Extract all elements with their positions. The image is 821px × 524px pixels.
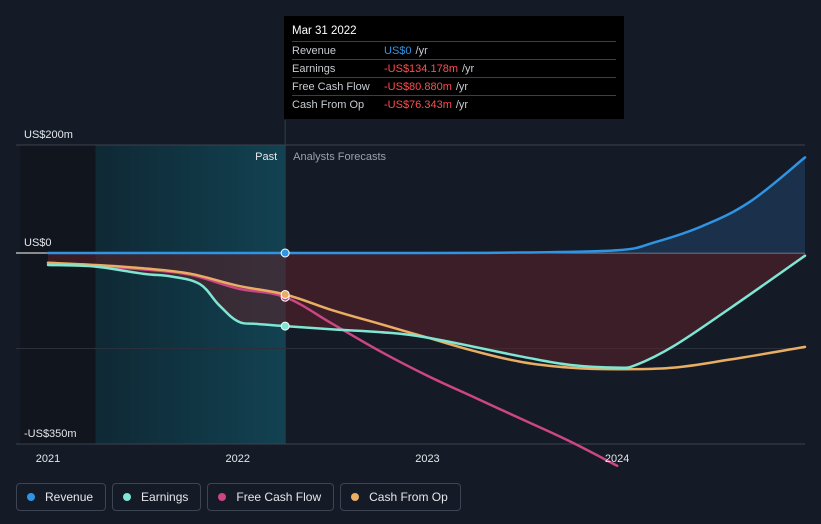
pre-period-band [20,145,96,444]
legend-label: Free Cash Flow [236,490,322,504]
forecast-label: Analysts Forecasts [293,151,386,163]
tooltip-value: -US$76.343m [384,98,452,111]
legend-item-revenue[interactable]: Revenue [16,483,107,511]
x-tick-label: 2021 [36,453,60,465]
cash-from-op-dot-icon [351,493,360,501]
x-tick-label: 2022 [225,453,249,465]
tooltip-unit: /yr [455,80,469,93]
tooltip-row-cash-from-op: Cash From Op -US$76.343m /yr [292,96,616,113]
tooltip-row-revenue: Revenue US$0 /yr [292,42,616,60]
legend-label: Revenue [45,490,94,504]
legend-item-free-cash-flow[interactable]: Free Cash Flow [207,483,335,511]
legend-label: Cash From Op [369,490,448,504]
tooltip-label: Cash From Op [292,98,365,111]
tooltip-unit: /yr [415,44,428,57]
earnings-dot-icon [123,493,132,501]
legend: Revenue Earnings Free Cash Flow Cash Fro… [16,483,461,511]
free-cash-flow-dot-icon [218,493,227,501]
legend-item-earnings[interactable]: Earnings [112,483,202,511]
tooltip-value: -US$134.178m [384,62,458,75]
cash-from-op-marker [280,289,290,299]
earnings-area [48,253,805,368]
earnings-marker [280,321,290,331]
hover-tooltip: Mar 31 2022 Revenue US$0 /yr Earnings -U… [284,16,624,119]
tooltip-date: Mar 31 2022 [292,23,616,42]
y-tick-label: -US$350m [24,428,77,440]
revenue-marker [280,248,290,258]
legend-label: Earnings [141,490,189,504]
tooltip-label: Earnings [292,62,336,75]
revenue-dot-icon [27,493,35,501]
tooltip-label: Revenue [292,44,337,57]
tooltip-row-earnings: Earnings -US$134.178m /yr [292,60,616,78]
tooltip-unit: /yr [455,98,469,111]
cash-from-op-line [46,261,807,371]
x-tick-label: 2024 [605,453,629,465]
legend-item-cash-from-op[interactable]: Cash From Op [340,483,461,511]
x-tick-label: 2023 [415,453,439,465]
earnings-line [46,254,807,370]
revenue-line [46,156,807,255]
tooltip-unit: /yr [462,62,475,75]
y-tick-label: US$200m [24,129,73,141]
tooltip-value: -US$80.880m [384,80,452,93]
tooltip-row-free-cash-flow: Free Cash Flow -US$80.880m /yr [292,78,616,96]
tooltip-value: US$0 [384,44,412,57]
tooltip-label: Free Cash Flow [292,80,370,93]
past-label: Past [255,151,277,163]
revenue-area [48,157,805,254]
y-tick-label: US$0 [24,237,52,249]
